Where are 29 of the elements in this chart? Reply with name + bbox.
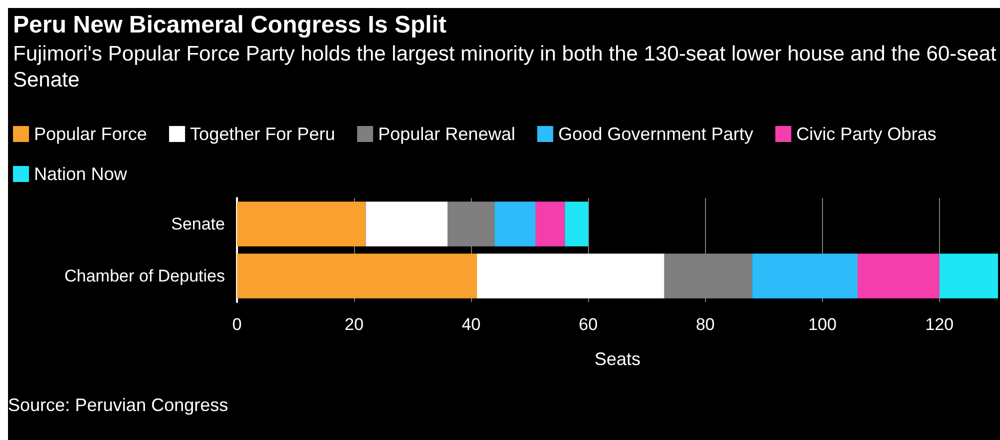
x-axis-title: Seats bbox=[594, 349, 641, 369]
legend-label: Together For Peru bbox=[190, 124, 336, 144]
bar bbox=[564, 202, 588, 246]
legend-label: Popular Renewal bbox=[378, 124, 516, 144]
legend-label: Popular Force bbox=[34, 124, 148, 144]
bar bbox=[237, 254, 478, 298]
bar bbox=[536, 202, 565, 246]
x-tick-label: 0 bbox=[232, 315, 242, 334]
bar bbox=[237, 202, 366, 246]
x-tick-label: 100 bbox=[808, 315, 837, 334]
y-tick-label: Chamber of Deputies bbox=[64, 266, 225, 286]
x-tick-label: 80 bbox=[696, 315, 715, 334]
bar bbox=[494, 202, 536, 246]
bar bbox=[858, 254, 940, 298]
chart-subtitle: Fujimori's Popular Force Party holds the largest minority in both the 130-seat lower house and the 60-seat Senate bbox=[13, 42, 1000, 92]
chart-title: Peru New Bicameral Congress Is Split bbox=[13, 12, 446, 38]
source-note: Source: Peruvian Congress bbox=[8, 395, 228, 415]
y-tick-label: Senate bbox=[171, 214, 225, 234]
bar bbox=[752, 254, 858, 298]
bar bbox=[939, 254, 998, 298]
x-tick-label: 40 bbox=[462, 315, 481, 334]
legend-label: Nation Now bbox=[34, 164, 128, 184]
x-tick-label: 20 bbox=[344, 315, 364, 334]
bar bbox=[477, 254, 664, 298]
legend-label: Good Government Party bbox=[558, 124, 754, 144]
bar bbox=[366, 202, 448, 246]
x-tick-label: 60 bbox=[578, 315, 598, 334]
x-tick-label: 120 bbox=[925, 315, 954, 334]
legend-label: Civic Party Obras bbox=[796, 124, 936, 144]
